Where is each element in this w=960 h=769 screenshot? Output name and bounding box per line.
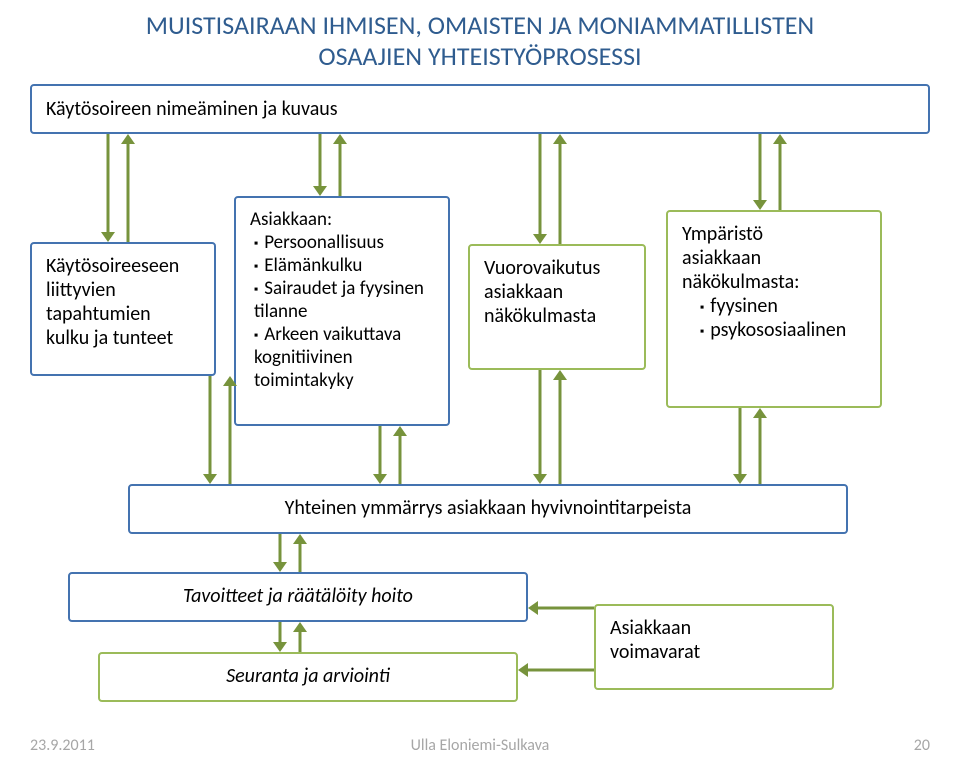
mid4-bullets: fyysinenpsykososiaalinen [682, 294, 866, 342]
footer-pagenum: 20 [914, 736, 930, 755]
seur-text: Seuranta ja arviointi [226, 664, 390, 688]
bullet-item: Arkeen vaikuttava kognitiivinen toiminta… [254, 323, 434, 392]
bullet-item: Persoonallisuus [254, 231, 434, 254]
mid4-header-line: Ympäristö [682, 222, 866, 246]
mid2-header: Asiakkaan: [250, 208, 434, 231]
ymm-text: Yhteinen ymmärrys asiakkaan hyvivnointit… [285, 496, 692, 520]
box-client-factors: Asiakkaan:PersoonallisuusElämänkulkuSair… [234, 196, 450, 426]
footer-author: Ulla Eloniemi-Sulkava [0, 736, 960, 755]
bullet-item: Elämänkulku [254, 254, 434, 277]
page-title: MUISTISAIRAAN IHMISEN, OMAISTEN JA MONIA… [0, 10, 960, 72]
text-line: liittyvien [46, 278, 200, 302]
title-line1: MUISTISAIRAAN IHMISEN, OMAISTEN JA MONIA… [146, 9, 814, 41]
box-goals-care: Tavoitteet ja räätälöity hoito [68, 572, 528, 622]
mid4-header-line: näkökulmasta: [682, 270, 866, 294]
text-line: tapahtumien [46, 302, 200, 326]
bullet-item: fyysinen [700, 294, 866, 318]
text-line: Vuorovaikutus [484, 256, 630, 280]
bullet-item: Sairaudet ja fyysinen tilanne [254, 277, 434, 323]
box-shared-understanding: Yhteinen ymmärrys asiakkaan hyvivnointit… [128, 484, 848, 534]
box-followup: Seuranta ja arviointi [98, 652, 518, 702]
box-naming-text: Käytösoireen nimeäminen ja kuvaus [46, 97, 338, 121]
mid4-header-line: asiakkaan [682, 246, 866, 270]
text-line: Käytösoireeseen [46, 254, 200, 278]
box-naming: Käytösoireen nimeäminen ja kuvaus [30, 84, 930, 134]
mid2-bullets: PersoonallisuusElämänkulkuSairaudet ja f… [250, 231, 434, 392]
box-environment: Ympäristöasiakkaannäkökulmasta:fyysinenp… [666, 210, 882, 408]
tav-text: Tavoitteet ja räätälöity hoito [183, 584, 413, 608]
text-line: kulku ja tunteet [46, 326, 200, 350]
bullet-item: psykososiaalinen [700, 318, 866, 342]
text-line: voimavarat [610, 640, 818, 664]
box-events-feelings: Käytösoireeseenliittyvientapahtumienkulk… [30, 242, 216, 376]
text-line: Asiakkaan [610, 616, 818, 640]
text-line: näkökulmasta [484, 304, 630, 328]
text-line: asiakkaan [484, 280, 630, 304]
box-interaction: Vuorovaikutusasiakkaannäkökulmasta [468, 244, 646, 370]
title-line2: OSAAJIEN YHTEISTYÖPROSESSI [318, 40, 641, 72]
box-client-resources: Asiakkaanvoimavarat [594, 604, 834, 690]
